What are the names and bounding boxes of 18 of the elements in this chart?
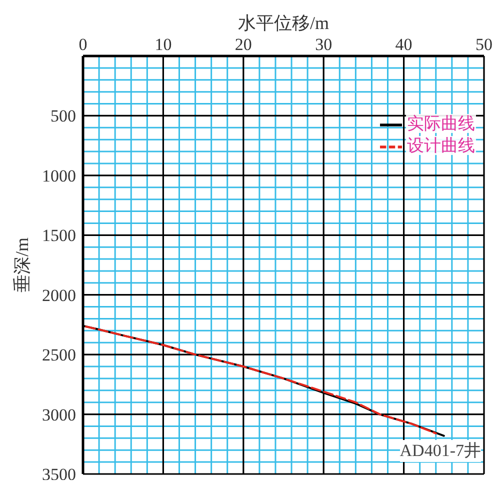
y-tick-label: 3000 <box>42 405 76 424</box>
y-tick-label: 1500 <box>42 226 76 246</box>
x-tick-label: 30 <box>315 35 332 54</box>
x-axis-title: 水平位移/m <box>236 12 330 34</box>
y-tick-label: 500 <box>50 106 76 126</box>
x-tick-label: 0 <box>78 35 88 54</box>
x-tick-label: 20 <box>234 35 252 54</box>
legend-label: 设计曲线 <box>406 136 476 156</box>
y-tick-label: 1000 <box>42 166 76 186</box>
legend-label: 实际曲线 <box>406 114 476 133</box>
x-tick-label: 40 <box>395 35 412 54</box>
annotation: AD401-7井 <box>400 440 481 462</box>
x-tick-label: 50 <box>476 35 492 54</box>
y-tick-label: 2000 <box>42 286 76 305</box>
y-tick-label: 2500 <box>42 346 76 365</box>
x-tick-label: 10 <box>154 35 172 54</box>
y-axis-title: 垂深/m <box>11 237 33 293</box>
y-tick-label: 3500 <box>42 465 76 484</box>
